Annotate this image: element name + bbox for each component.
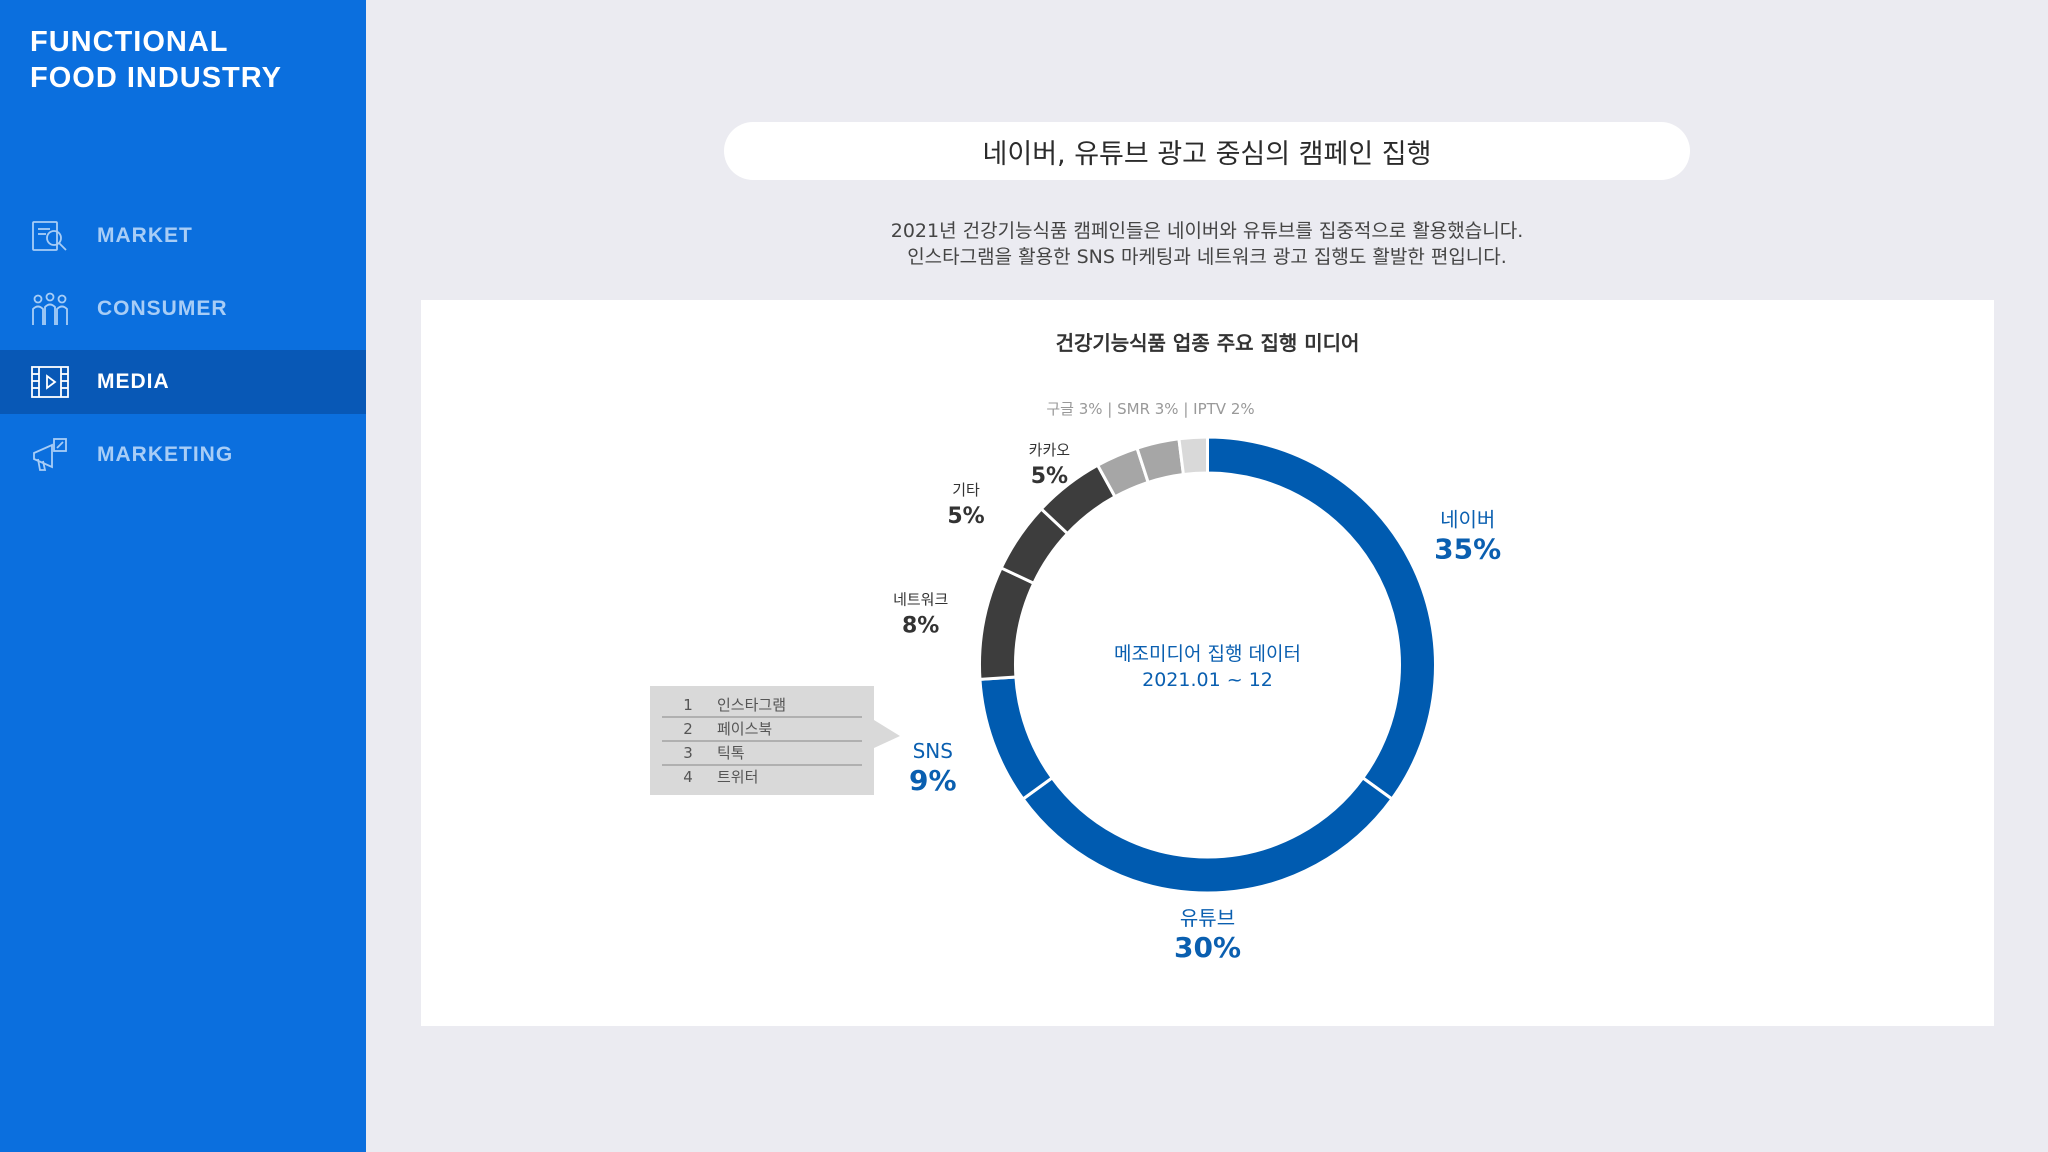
donut-slice — [1177, 435, 1209, 477]
page-description: 2021년 건강기능식품 캠페인들은 네이버와 유튜브를 집중적으로 활용했습니… — [724, 218, 1690, 270]
sidebar-item-media[interactable]: MEDIA — [0, 350, 366, 414]
slice-name-label: 기타 — [952, 481, 980, 499]
sidebar-item-market[interactable]: MARKET — [0, 204, 366, 268]
brand-line-2: FOOD INDUSTRY — [30, 62, 282, 94]
sns-rank: 1 — [683, 696, 693, 714]
slice-value-label: 9% — [909, 764, 957, 797]
brand-title: FUNCTIONAL FOOD INDUSTRY — [30, 24, 282, 96]
sns-platform-name: 트위터 — [717, 768, 758, 786]
center-label: 메조미디어 집행 데이터 — [1114, 643, 1301, 665]
center-period: 2021.01 ~ 12 — [1142, 669, 1273, 691]
description-line-2: 인스타그램을 활용한 SNS 마케팅과 네트워크 광고 집행도 활발한 편입니다… — [907, 246, 1507, 268]
sidebar-item-label: MARKET — [97, 224, 193, 247]
sns-rank: 4 — [683, 768, 693, 786]
slice-value-label: 8% — [902, 613, 939, 638]
donut-slice — [1020, 775, 1395, 895]
sidebar-item-consumer[interactable]: CONSUMER — [0, 277, 366, 341]
sidebar-item-label: MEDIA — [97, 370, 170, 393]
megaphone-icon — [33, 438, 67, 471]
donut-slice — [1206, 435, 1437, 802]
slice-value-label: 35% — [1434, 532, 1501, 565]
sidebar-item-label: CONSUMER — [97, 297, 228, 320]
slice-value-label: 5% — [947, 504, 984, 529]
brand-line-1: FUNCTIONAL — [30, 26, 229, 58]
description-line-1: 2021년 건강기능식품 캠페인들은 네이버와 유튜브를 집중적으로 활용했습니… — [890, 220, 1524, 242]
magnifier-document-icon — [32, 221, 67, 251]
donut-slice — [978, 565, 1036, 681]
sns-platform-name: 페이스북 — [717, 720, 772, 738]
slice-name-label: SNS — [913, 739, 953, 763]
sns-platform-name: 인스타그램 — [717, 696, 786, 714]
sns-callout-pointer — [874, 720, 900, 748]
small-slices-note: 구글 3% | SMR 3% | IPTV 2% — [1046, 400, 1254, 418]
chart-title: 건강기능식품 업종 주요 집행 미디어 — [1056, 331, 1360, 355]
sidebar-item-label: MARKETING — [97, 443, 234, 466]
sns-rank: 3 — [683, 744, 693, 762]
video-film-icon — [31, 366, 69, 398]
page-title: 네이버, 유튜브 광고 중심의 캠페인 집행 — [724, 122, 1690, 180]
slice-name-label: 카카오 — [1029, 441, 1071, 459]
slice-value-label: 5% — [1031, 464, 1068, 489]
sidebar: FUNCTIONAL FOOD INDUSTRY MARKET CONSUMER… — [0, 0, 366, 1152]
sns-rank: 2 — [683, 720, 693, 738]
people-group-icon — [32, 292, 68, 325]
slice-name-label: 네트워크 — [893, 590, 948, 608]
donut-slice — [978, 675, 1055, 802]
sns-platform-name: 틱톡 — [717, 744, 745, 762]
slice-name-label: 네이버 — [1440, 507, 1495, 531]
slice-value-label: 30% — [1174, 931, 1241, 964]
sidebar-item-marketing[interactable]: MARKETING — [0, 423, 366, 487]
slice-name-label: 유튜브 — [1180, 906, 1235, 930]
